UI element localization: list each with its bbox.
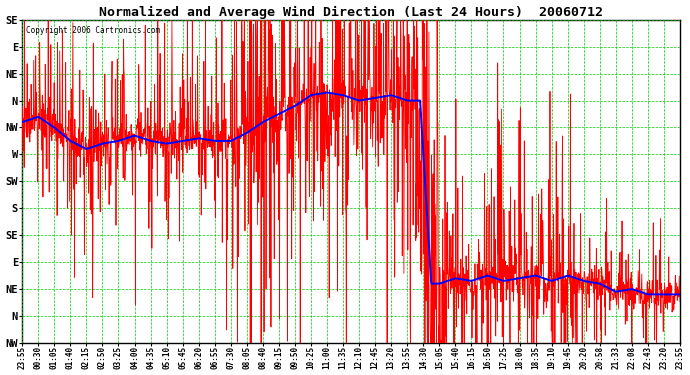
Text: Copyright 2006 Cartronics.com: Copyright 2006 Cartronics.com (26, 26, 159, 35)
Title: Normalized and Average Wind Direction (Last 24 Hours)  20060712: Normalized and Average Wind Direction (L… (99, 6, 603, 19)
